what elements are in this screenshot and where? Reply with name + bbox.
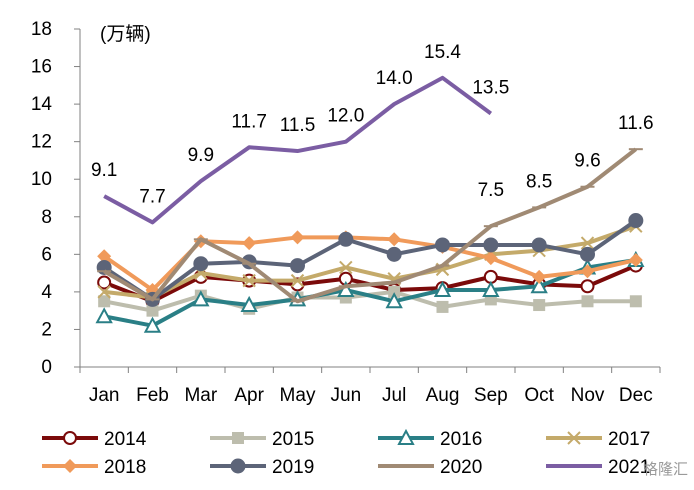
data-point-2014: [97, 275, 112, 290]
data-label: 14.0: [376, 68, 413, 89]
data-point-2019: [628, 213, 644, 229]
data-point-2018: [290, 230, 305, 245]
data-point-2018: [242, 236, 257, 251]
data-point-2016: [337, 280, 355, 298]
data-label: 15.4: [424, 42, 461, 63]
x-tick-label: May: [280, 385, 316, 406]
data-point-2015: [146, 304, 159, 317]
x-tick-label: Mar: [184, 385, 217, 406]
data-point-2015: [98, 295, 111, 308]
watermark: 格隆汇: [642, 460, 688, 478]
data-label: 11.6: [618, 113, 654, 134]
data-point-2015: [436, 300, 449, 313]
data-point-2018: [483, 251, 498, 266]
series-line-2016: [103, 257, 637, 328]
data-point-2019: [338, 231, 354, 247]
data-label: 11.7: [231, 111, 267, 132]
legend-label-2015: 2015: [272, 429, 314, 450]
x-tick-label: Sep: [474, 385, 508, 406]
data-point-2017: [339, 260, 353, 275]
y-tick-label: 10: [31, 169, 52, 190]
y-tick-label: 2: [41, 319, 52, 340]
legend-label-2020: 2020: [440, 457, 482, 478]
data-label: 8.5: [526, 171, 552, 192]
data-point-2017: [290, 273, 305, 288]
data-label: 11.5: [280, 115, 316, 136]
x-tick-label: Jan: [89, 385, 120, 406]
data-point-2017: [97, 285, 111, 299]
legend-marker-2018: [63, 459, 77, 473]
data-label: 7.7: [139, 186, 165, 207]
x-tick-label: Aug: [426, 385, 460, 406]
y-tick-label: 4: [41, 282, 52, 303]
data-point-2016: [143, 316, 162, 333]
legend-marker-2019: [230, 458, 246, 474]
y-tick-label: 12: [31, 132, 52, 153]
data-point-2019: [483, 237, 499, 253]
x-tick-label: Oct: [524, 385, 554, 406]
data-point-2018: [387, 232, 402, 247]
legend-label-2019: 2019: [272, 457, 314, 478]
data-point-2018: [580, 264, 595, 279]
data-point-2014: [580, 279, 595, 294]
data-point-2018: [628, 252, 643, 267]
data-point-2019: [290, 258, 305, 274]
data-point-2016: [240, 295, 258, 313]
y-tick-label: 18: [31, 19, 52, 40]
data-point-2018: [532, 269, 547, 284]
legend-marker-2014: [63, 431, 77, 445]
legend-marker-2015: [232, 432, 244, 444]
series-line-2017: [103, 224, 637, 300]
data-point-2015: [388, 285, 401, 298]
data-point-2016: [95, 307, 113, 324]
x-tick-label: Feb: [136, 385, 169, 406]
data-point-2017: [580, 236, 595, 250]
series-line-2021: [103, 75, 493, 225]
legend-marker-2017: [567, 431, 581, 445]
y-tick-label: 14: [31, 94, 53, 115]
x-tick-label: Nov: [571, 385, 605, 406]
data-point-2016: [482, 280, 500, 298]
legend-marker-2016: [397, 428, 415, 445]
data-point-2015: [533, 299, 546, 312]
x-tick-label: Dec: [619, 385, 653, 406]
data-point-2019: [531, 237, 547, 253]
y-tick-label: 0: [41, 357, 52, 378]
data-label: 7.5: [478, 180, 504, 201]
x-tick-label: Jul: [382, 385, 406, 406]
legend-label-2014: 2014: [104, 429, 147, 450]
y-unit-label: (万辆): [100, 23, 151, 45]
data-label: 13.5: [472, 78, 509, 99]
data-point-2015: [581, 295, 594, 308]
data-point-2016: [385, 292, 403, 309]
data-label: 9.6: [574, 151, 600, 172]
data-label: 12.0: [327, 106, 364, 127]
legend-label-2016: 2016: [440, 429, 482, 450]
data-point-2017: [242, 273, 256, 288]
legend-label-2018: 2018: [104, 457, 146, 478]
data-point-2019: [193, 256, 209, 272]
y-tick-label: 6: [41, 244, 52, 265]
data-point-2015: [629, 295, 642, 308]
x-tick-label: Jun: [331, 385, 362, 406]
y-tick-label: 8: [41, 207, 52, 228]
legend-label-2017: 2017: [608, 429, 650, 450]
legend-label-2021: 2021: [608, 457, 650, 478]
series-line-2020: [103, 147, 638, 304]
data-label: 9.9: [188, 145, 214, 166]
data-point-2019: [435, 237, 450, 253]
data-point-2016: [192, 290, 210, 307]
data-point-2019: [580, 246, 595, 262]
data-label: 9.1: [91, 160, 117, 181]
data-point-2019: [386, 246, 402, 262]
data-point-2016: [433, 280, 452, 298]
series-line-2019: [103, 218, 637, 302]
y-tick-label: 16: [31, 57, 52, 78]
x-tick-label: Apr: [234, 385, 264, 406]
data-point-2018: [97, 249, 112, 264]
data-point-2016: [530, 277, 548, 294]
